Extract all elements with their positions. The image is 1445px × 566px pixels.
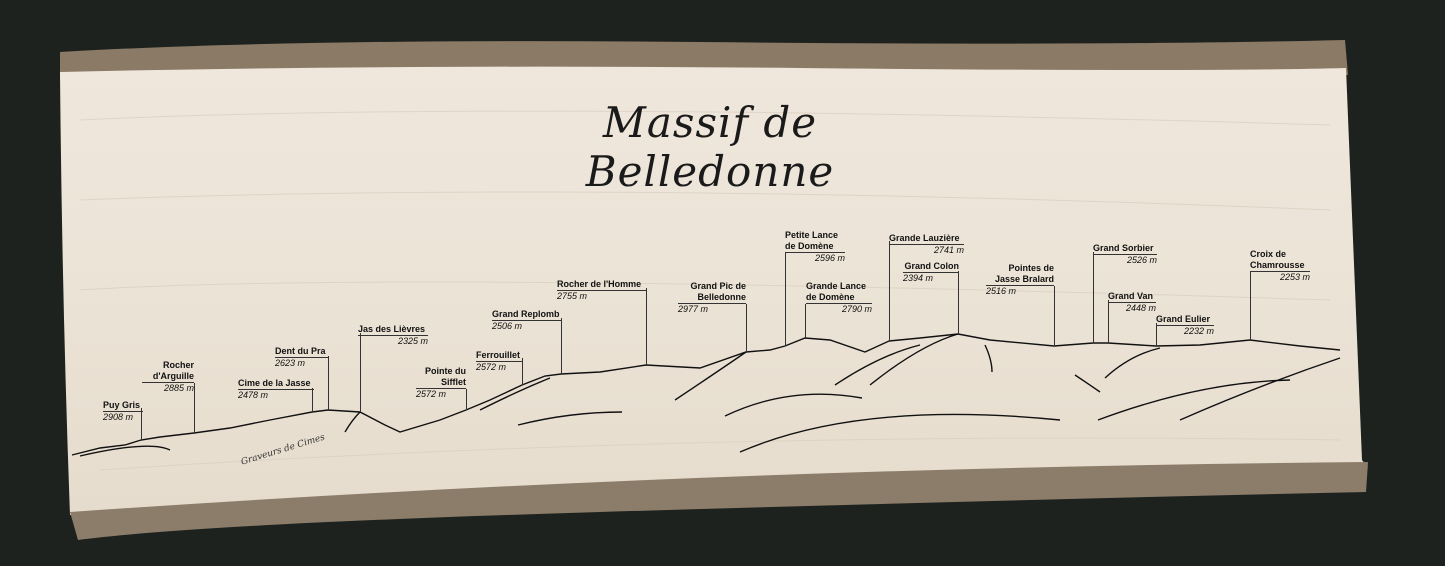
ridge-line	[739, 413, 1061, 453]
ridge-line	[1074, 374, 1101, 393]
peak-name: Grand Pic de Belledonne	[678, 281, 746, 304]
leader-line	[360, 333, 361, 412]
peak-label: Grande Lance de Domène 2790 m	[806, 281, 872, 315]
ridge-line	[479, 377, 551, 411]
peak-elevation: 2596 m	[814, 253, 845, 263]
peak-name: Petite Lance de Domène	[785, 230, 845, 253]
leader-line	[958, 271, 959, 334]
ridge-line	[79, 445, 171, 457]
leader-line	[1108, 300, 1109, 343]
leader-line	[889, 241, 890, 341]
peak-name: Grand Van	[1108, 291, 1156, 303]
peak-label: Grand Pic de Belledonne 2977 m	[678, 281, 746, 315]
peak-label: Dent du Pra 2623 m	[275, 346, 329, 369]
peak-elevation: 2232 m	[1183, 326, 1214, 336]
peak-name: Grand Replomb	[492, 309, 562, 321]
peak-elevation: 2572 m	[416, 389, 447, 399]
peak-label: Grand Van 2448 m	[1108, 291, 1156, 314]
ridge-line	[1097, 379, 1291, 421]
peak-elevation: 2448 m	[1125, 303, 1156, 313]
leader-line	[1093, 252, 1094, 343]
leader-line	[805, 304, 806, 338]
peak-label: Grand Replomb 2506 m	[492, 309, 562, 332]
leader-line	[561, 318, 562, 374]
peak-label: Grand Eulier 2232 m	[1156, 314, 1214, 337]
mountain-skyline	[71, 333, 1341, 457]
peak-name: Grand Eulier	[1156, 314, 1214, 326]
peak-label: Croix de Chamrousse 2253 m	[1250, 249, 1310, 283]
peak-elevation: 2526 m	[1126, 255, 1157, 265]
leader-line	[312, 388, 313, 412]
ridge-line	[869, 333, 959, 386]
peak-elevation: 2908 m	[103, 412, 134, 422]
peak-label: Petite Lance de Domène 2596 m	[785, 230, 845, 264]
peak-name: Cime de la Jasse	[238, 378, 314, 390]
leader-line	[466, 389, 467, 410]
ridge-line	[517, 411, 623, 426]
peak-name: Rocher d'Arguille	[142, 360, 194, 383]
peak-elevation: 2790 m	[841, 304, 872, 314]
ridge-line	[71, 333, 1341, 456]
leader-line	[522, 358, 523, 385]
leader-line	[1054, 286, 1055, 346]
peak-label: Grand Sorbier 2526 m	[1093, 243, 1157, 266]
leader-line	[328, 356, 329, 410]
peak-name: Pointes de Jasse Bralard	[986, 263, 1054, 286]
board	[60, 66, 1368, 516]
peak-elevation: 2506 m	[492, 321, 523, 331]
peak-label: Pointes de Jasse Bralard 2516 m	[986, 263, 1054, 297]
peak-name: Ferrouillet	[476, 350, 522, 362]
ridge-line	[344, 411, 361, 433]
peak-name: Grand Colon	[903, 261, 959, 273]
peak-label: Jas des Lièvres 2325 m	[358, 324, 428, 347]
peak-name: Rocher de l'Homme	[557, 279, 647, 291]
peak-label: Cime de la Jasse 2478 m	[238, 378, 314, 401]
ridge-line	[984, 344, 993, 373]
peak-label: Puy Gris 2908 m	[103, 400, 143, 423]
peak-elevation: 2755 m	[557, 291, 588, 301]
peak-elevation: 2394 m	[903, 273, 934, 283]
ridge-line	[724, 393, 863, 417]
peak-elevation: 2741 m	[933, 245, 964, 255]
leader-line	[746, 304, 747, 352]
leader-line	[141, 408, 142, 440]
peak-elevation: 2572 m	[476, 362, 507, 372]
peak-elevation: 2885 m	[163, 383, 194, 393]
leader-line	[194, 383, 195, 433]
peak-elevation: 2977 m	[678, 304, 709, 314]
leader-line	[1156, 323, 1157, 346]
peak-elevation: 2325 m	[397, 336, 428, 346]
peak-name: Dent du Pra	[275, 346, 329, 358]
ridge-line	[674, 351, 747, 401]
peak-elevation: 2478 m	[238, 390, 269, 400]
ridge-line	[1179, 357, 1341, 421]
peak-name: Grande Lauzière	[889, 233, 964, 245]
peak-name: Puy Gris	[103, 400, 143, 412]
peak-name: Grand Sorbier	[1093, 243, 1157, 255]
peak-label: Grande Lauzière 2741 m	[889, 233, 964, 256]
peak-label: Pointe du Sifflet 2572 m	[416, 366, 466, 400]
peak-elevation: 2253 m	[1279, 272, 1310, 282]
peak-name: Pointe du Sifflet	[416, 366, 466, 389]
ridge-line	[1104, 347, 1161, 379]
peak-elevation: 2623 m	[275, 358, 306, 368]
ridge-line	[834, 344, 921, 386]
peak-name: Grande Lance de Domène	[806, 281, 872, 304]
peak-label: Rocher de l'Homme 2755 m	[557, 279, 647, 302]
bark-bottom	[70, 462, 1368, 540]
peak-label: Rocher d'Arguille 2885 m	[142, 360, 194, 394]
leader-line	[1250, 272, 1251, 340]
peak-elevation: 2516 m	[986, 286, 1017, 296]
peak-name: Jas des Lièvres	[358, 324, 428, 336]
peak-label: Ferrouillet 2572 m	[476, 350, 522, 373]
leader-line	[785, 253, 786, 346]
leader-line	[646, 288, 647, 365]
wood-grain	[79, 110, 1341, 471]
peak-label: Grand Colon 2394 m	[903, 261, 959, 284]
peak-name: Croix de Chamrousse	[1250, 249, 1310, 272]
plaque-title: Massif de Belledonne	[585, 98, 835, 196]
